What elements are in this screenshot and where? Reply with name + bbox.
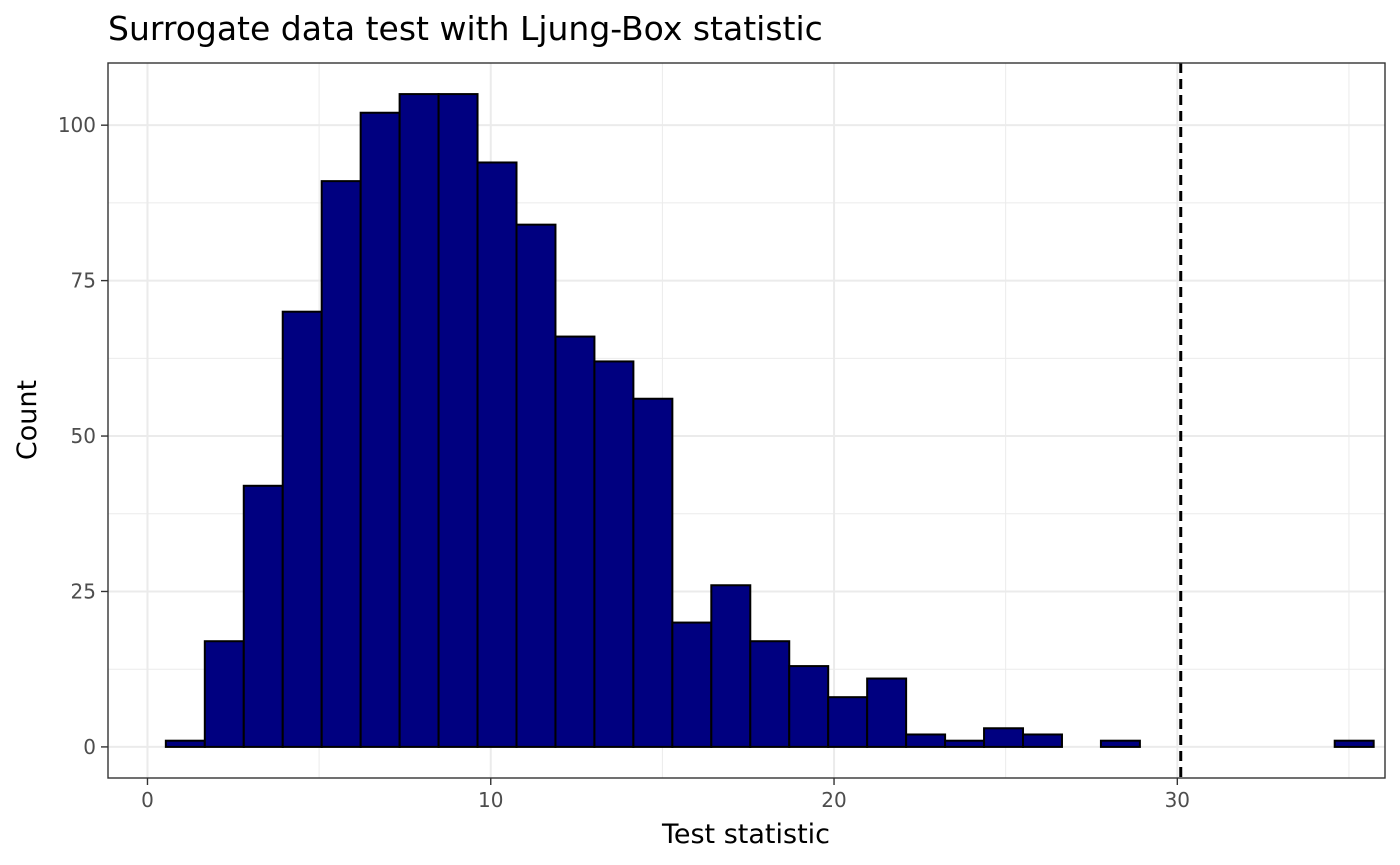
histogram-bar xyxy=(827,696,869,748)
histogram-bar xyxy=(905,733,947,748)
histogram-bar xyxy=(164,739,206,748)
y-axis-title: Count xyxy=(12,380,43,460)
histogram-bar xyxy=(398,93,440,748)
x-tick-label: 0 xyxy=(141,788,154,812)
x-tick-label: 10 xyxy=(478,788,503,812)
histogram-bar xyxy=(632,397,674,748)
histogram-bar xyxy=(671,621,713,748)
histogram-bar xyxy=(749,640,791,748)
chart-title: Surrogate data test with Ljung-Box stati… xyxy=(108,9,823,48)
histogram-bar xyxy=(593,360,635,748)
histogram-bar xyxy=(983,727,1025,748)
histogram-bar xyxy=(788,665,830,748)
histogram-bar xyxy=(242,484,284,748)
histogram-bar xyxy=(1099,739,1141,748)
plot-border xyxy=(107,62,1386,779)
histogram-bar xyxy=(1022,733,1063,748)
y-tick-label: 25 xyxy=(71,579,96,603)
x-tick-label: 20 xyxy=(821,788,846,812)
histogram-bars xyxy=(164,93,1375,748)
y-axis: 0 25 50 75 100 xyxy=(58,113,108,759)
histogram-bar xyxy=(203,640,245,748)
histogram-bar xyxy=(359,111,401,748)
histogram-bar xyxy=(281,310,323,748)
histogram-bar xyxy=(515,223,557,748)
y-tick-label: 50 xyxy=(71,424,96,448)
x-axis: 0 10 20 30 xyxy=(141,778,1190,812)
histogram-bar xyxy=(437,93,479,748)
histogram-bar xyxy=(710,584,752,748)
histogram-bar xyxy=(320,180,362,748)
y-tick-label: 0 xyxy=(83,735,96,759)
histogram-bar xyxy=(554,335,596,748)
x-axis-title: Test statistic xyxy=(661,819,830,850)
histogram-bar xyxy=(1333,739,1375,748)
histogram-bar xyxy=(476,161,518,748)
y-tick-label: 75 xyxy=(71,269,96,293)
histogram-bar xyxy=(944,739,986,748)
histogram-bar xyxy=(866,677,908,748)
y-tick-label: 100 xyxy=(58,113,96,137)
x-tick-label: 30 xyxy=(1165,788,1190,812)
